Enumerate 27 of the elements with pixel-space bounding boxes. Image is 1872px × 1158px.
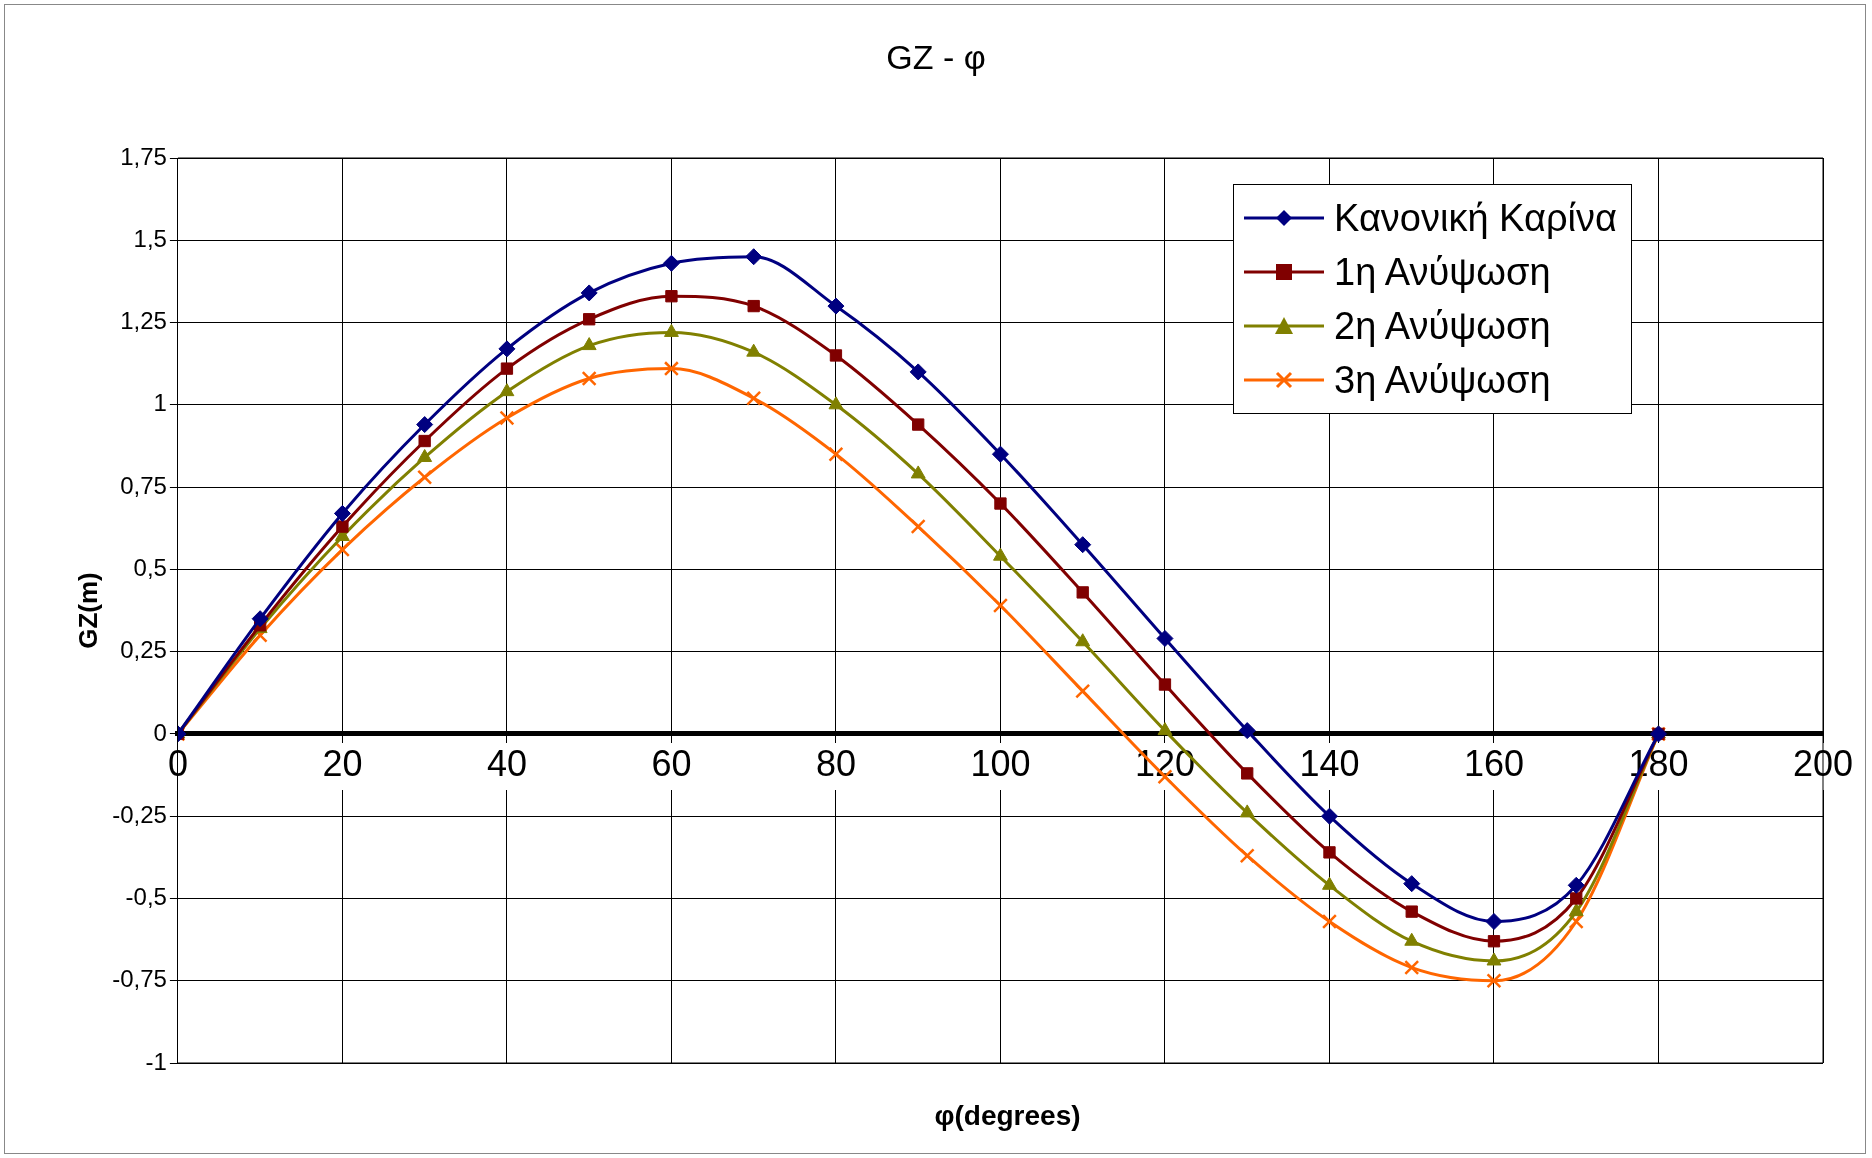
- x-tick-label: 60: [651, 743, 692, 785]
- y-tick-label: 1,75: [120, 142, 167, 170]
- y-tick-label: 1,25: [120, 307, 167, 335]
- y-tick-label: 0,25: [120, 636, 167, 664]
- x-tick-label: 20: [322, 743, 363, 785]
- y-axis-title: GZ(m): [72, 572, 103, 649]
- x-tick-label: 140: [1299, 743, 1360, 785]
- legend-label: 3η Ανύψωση: [1334, 358, 1551, 402]
- legend-label: Κανονική Καρίνα: [1334, 196, 1617, 240]
- y-tick-label: -0,25: [112, 800, 167, 828]
- x-tick-label: 40: [486, 743, 527, 785]
- legend-label: 1η Ανύψωση: [1334, 250, 1551, 294]
- x-tick-label: 160: [1463, 743, 1525, 785]
- x-axis-title: φ(degrees): [933, 1100, 1082, 1132]
- x-tick-label: 80: [815, 743, 856, 785]
- y-tick-label: -0,5: [125, 883, 167, 911]
- y-tick-label: 1,5: [133, 224, 167, 252]
- x-tick-label: 200: [1792, 743, 1854, 785]
- y-tick-label: 0,75: [120, 471, 167, 499]
- x-tick-label: 100: [970, 743, 1031, 785]
- legend-label: 2η Ανύψωση: [1334, 304, 1551, 348]
- y-tick-label: 0: [153, 718, 167, 746]
- y-tick-label: 0,5: [133, 553, 167, 581]
- y-tick-label: -1: [145, 1047, 167, 1075]
- chart-title: GZ - φ: [885, 38, 987, 77]
- y-tick-label: -0,75: [112, 965, 167, 993]
- y-tick-label: 1: [153, 389, 167, 417]
